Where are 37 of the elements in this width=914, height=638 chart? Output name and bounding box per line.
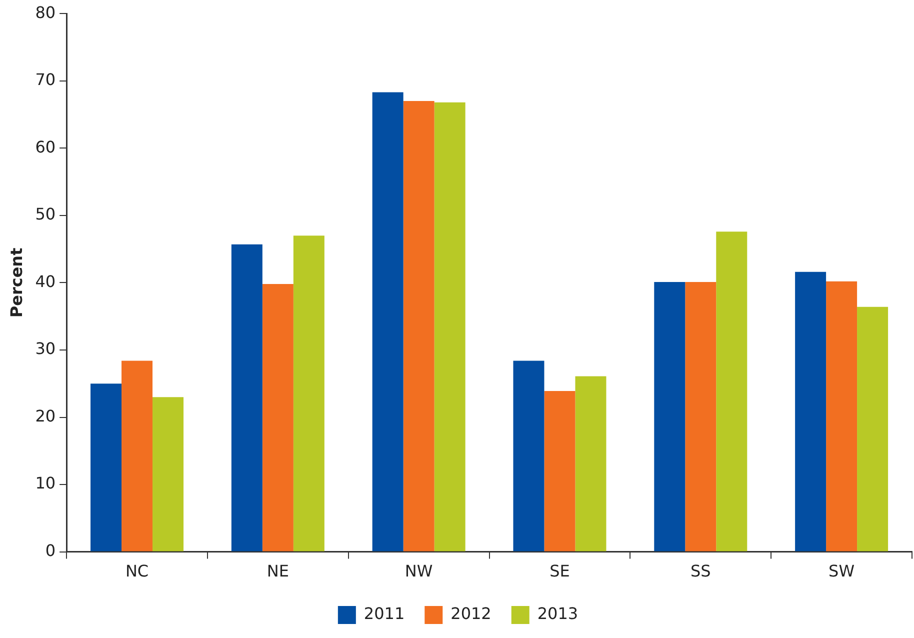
legend-label: 2012 <box>450 604 492 624</box>
bar <box>575 376 606 552</box>
x-tick-label: NC <box>125 562 149 581</box>
x-tick-label: SS <box>690 562 711 581</box>
bar <box>372 92 404 552</box>
bar <box>513 360 544 552</box>
y-tick-label: 30 <box>35 339 56 358</box>
bar <box>262 284 294 552</box>
y-tick-label: 60 <box>35 137 56 156</box>
bar <box>544 391 576 552</box>
y-tick-label: 40 <box>35 272 56 291</box>
bar <box>654 282 686 552</box>
bar <box>90 384 122 552</box>
x-tick-label: NW <box>404 562 433 581</box>
y-tick-label: 50 <box>35 204 56 224</box>
bar <box>152 397 184 552</box>
x-tick-label: SW <box>828 562 855 581</box>
legend-label: 2013 <box>537 604 578 624</box>
y-tick-label: 70 <box>35 70 56 90</box>
bar <box>122 360 153 552</box>
x-tick-label: NE <box>266 562 289 581</box>
bar <box>434 102 466 552</box>
x-tick-label: SE <box>550 562 570 581</box>
bar <box>826 281 858 552</box>
y-tick-label: 20 <box>35 406 56 426</box>
bar <box>685 282 716 552</box>
y-axis-title: Percent <box>6 247 26 318</box>
bar <box>716 232 748 552</box>
legend-label: 2011 <box>364 604 405 624</box>
bar <box>795 272 826 552</box>
y-tick-label: 0 <box>45 540 56 560</box>
y-tick-label: 80 <box>35 2 56 22</box>
bar <box>231 244 262 552</box>
bar <box>857 306 888 552</box>
bar <box>403 101 434 552</box>
bar <box>293 236 324 552</box>
y-tick-label: 10 <box>35 474 56 493</box>
